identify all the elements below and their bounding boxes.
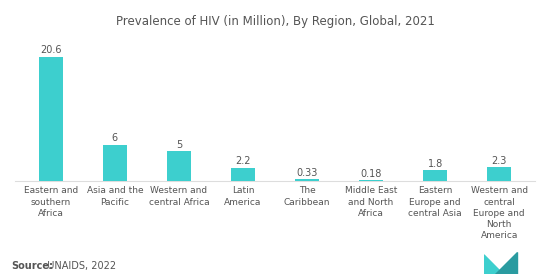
Text: 0.33: 0.33 bbox=[296, 168, 318, 178]
Text: 2.3: 2.3 bbox=[492, 156, 507, 166]
Title: Prevalence of HIV (in Million), By Region, Global, 2021: Prevalence of HIV (in Million), By Regio… bbox=[116, 15, 435, 28]
Bar bbox=[39, 57, 63, 181]
Text: 1.8: 1.8 bbox=[427, 159, 443, 169]
Polygon shape bbox=[495, 252, 517, 274]
Bar bbox=[423, 170, 447, 181]
Polygon shape bbox=[484, 255, 503, 274]
Bar bbox=[487, 167, 512, 181]
Text: 0.18: 0.18 bbox=[360, 169, 382, 179]
Text: 5: 5 bbox=[176, 140, 182, 150]
Bar bbox=[103, 145, 127, 181]
Text: UNAIDS, 2022: UNAIDS, 2022 bbox=[41, 261, 117, 271]
Bar bbox=[295, 179, 319, 181]
Text: Source:: Source: bbox=[11, 261, 53, 271]
Bar bbox=[231, 168, 255, 181]
Text: 6: 6 bbox=[112, 134, 118, 143]
Bar bbox=[167, 151, 191, 181]
Bar bbox=[359, 180, 383, 181]
Text: 2.2: 2.2 bbox=[235, 157, 251, 166]
Text: 20.6: 20.6 bbox=[40, 45, 62, 55]
